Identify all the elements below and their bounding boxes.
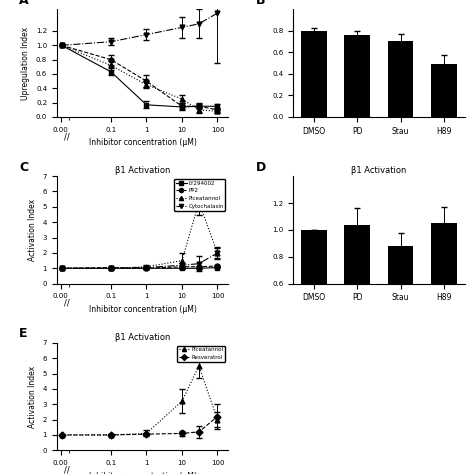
Legend: LY294002, PP2, Piceatannol, Cytochalasin: LY294002, PP2, Piceatannol, Cytochalasin: [174, 179, 225, 210]
Text: //: //: [64, 132, 70, 141]
Bar: [344, 225, 370, 365]
Title: β1 Activation: β1 Activation: [115, 333, 170, 342]
Text: E: E: [19, 328, 27, 340]
Bar: [388, 41, 413, 117]
X-axis label: Inhibitor concentration (μM): Inhibitor concentration (μM): [89, 472, 196, 474]
Text: C: C: [19, 161, 28, 174]
Bar: [431, 223, 457, 365]
Bar: [431, 64, 457, 117]
Text: B: B: [255, 0, 265, 7]
Text: //: //: [64, 299, 70, 308]
Bar: [301, 230, 327, 365]
Bar: [388, 246, 413, 365]
Text: //: //: [64, 465, 70, 474]
Text: A: A: [19, 0, 29, 7]
Bar: [301, 31, 327, 117]
Legend: Piceatannol, Resveratrol: Piceatannol, Resveratrol: [177, 346, 225, 362]
Bar: [344, 35, 370, 117]
X-axis label: Inhibitor concentration (μM): Inhibitor concentration (μM): [89, 305, 196, 314]
Title: β1 Activation: β1 Activation: [351, 166, 407, 175]
Y-axis label: Activation Index: Activation Index: [28, 365, 37, 428]
Y-axis label: Activation Index: Activation Index: [28, 199, 37, 261]
Y-axis label: Upregulation Index: Upregulation Index: [21, 27, 30, 100]
Title: β1 Activation: β1 Activation: [115, 166, 170, 175]
Text: D: D: [255, 161, 266, 174]
X-axis label: Inhibitor concentration (μM): Inhibitor concentration (μM): [89, 138, 196, 147]
